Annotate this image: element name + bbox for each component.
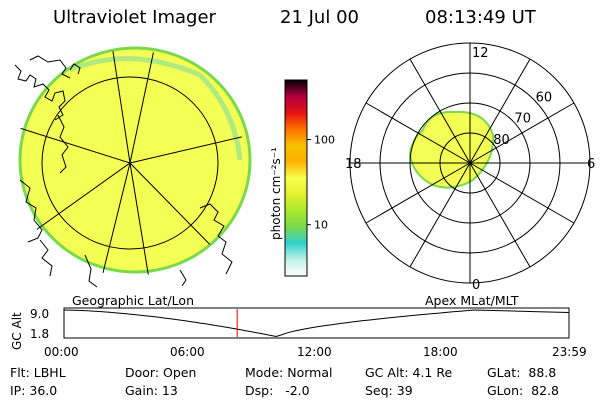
glat-value: GLat: 88.8 (487, 365, 557, 380)
mlt-spoke-4 (469, 162, 575, 224)
polar-panel-title: Apex MLat/MLT (425, 293, 519, 308)
gc-alt-value: GC Alt: 4.1 Re (365, 365, 453, 380)
altitude-ytick-max: 9.0 (30, 307, 49, 321)
ip-value: IP: 36.0 (10, 383, 58, 398)
filter-value: Flt: LBHL (10, 365, 66, 380)
time-tick-2359: 23:59 (552, 345, 587, 359)
mlt-label-bottom: 0 (472, 278, 480, 293)
mlt-spoke-22 (409, 162, 471, 268)
time-tick-1200: 12:00 (297, 345, 332, 359)
altitude-plot: GC Alt 9.0 1.8 (10, 307, 570, 350)
mlt-label-left: 18 (345, 157, 362, 172)
colorbar-scale (284, 79, 308, 277)
mode-value: Mode: Normal (245, 365, 333, 380)
mlt-spoke-20 (365, 162, 471, 224)
mlt-spoke-16 (365, 102, 471, 164)
time-tick-0600: 06:00 (170, 345, 205, 359)
geo-panel-title: Geographic Lat/Lon (72, 293, 194, 308)
altitude-plot-frame (63, 307, 570, 339)
auroral-oval-projection (408, 110, 495, 189)
mlt-spoke-8 (469, 102, 575, 164)
seq-value: Seq: 39 (365, 383, 413, 398)
mlt-spoke-14 (409, 58, 471, 164)
glon-value: GLon: 82.8 (487, 383, 559, 398)
auroral-edge-highlight (69, 56, 243, 161)
lat-label-70: 70 (514, 112, 531, 127)
time-tick-0000: 00:00 (44, 345, 79, 359)
colorbar-tick-label-0: 100 (314, 134, 335, 147)
colorbar-ticks: 100 10 (307, 134, 335, 232)
altitude-curve (63, 309, 570, 338)
lat-label-60: 60 (536, 90, 553, 105)
date-label: 21 Jul 00 (280, 7, 359, 28)
mlt-spoke-10 (469, 58, 531, 164)
dsp-value: Dsp: -2.0 (245, 383, 310, 398)
altitude-axis-label: GC Alt (10, 312, 24, 350)
colorbar: 100 10 photon cm⁻²s⁻¹ (269, 79, 335, 277)
door-value: Door: Open (125, 365, 197, 380)
geographic-image-panel (14, 46, 252, 288)
polar-grid (349, 42, 591, 284)
latitude-circle (41, 76, 219, 250)
mlt-label-right: 6 (587, 157, 595, 172)
time-label: 08:13:49 UT (425, 7, 536, 28)
gain-value: Gain: 13 (125, 383, 178, 398)
instrument-title: Ultraviolet Imager (53, 7, 216, 28)
mlt-label-top: 12 (472, 46, 489, 61)
coastline-outlines (14, 55, 233, 288)
auroral-emission-region (18, 46, 252, 274)
altitude-ytick-min: 1.8 (30, 327, 49, 341)
lat-label-80: 80 (493, 133, 510, 148)
colorbar-tick-label-1: 10 (314, 219, 328, 232)
colorbar-units-label: photon cm⁻²s⁻¹ (269, 147, 283, 240)
time-tick-1800: 18:00 (423, 345, 458, 359)
mlt-spoke-2 (469, 162, 531, 268)
longitude-lines (15, 50, 245, 276)
